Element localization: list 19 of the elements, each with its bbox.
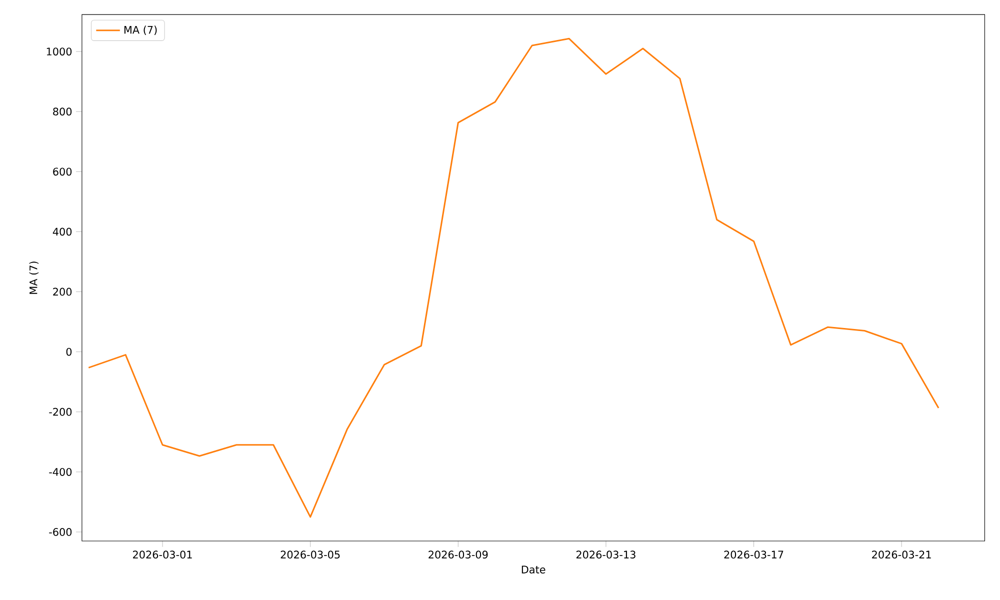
y-tick-label: -600: [49, 528, 72, 536]
x-tick-label: 2026-03-05: [280, 550, 340, 559]
y-tick-label: 1000: [46, 48, 72, 56]
y-tick-label: -200: [49, 408, 72, 416]
y-tick-label: 0: [66, 348, 72, 356]
legend-label: MA (7): [124, 26, 157, 35]
x-axis-title: Date: [522, 566, 546, 574]
y-tick-label: -400: [49, 468, 72, 476]
x-tick-label: 2026-03-09: [428, 550, 488, 559]
x-tick-label: 2026-03-17: [724, 550, 784, 559]
y-axis-title: MA (7): [29, 262, 39, 294]
x-tick-label: 2026-03-01: [133, 550, 192, 559]
x-tick-label: 2026-03-21: [872, 550, 931, 559]
y-tick-label: 600: [53, 168, 72, 176]
line-series: [88, 38, 940, 518]
x-tick-label: 2026-03-13: [576, 550, 636, 559]
y-tick-label: 800: [53, 108, 72, 116]
y-tick-label: 200: [53, 288, 72, 296]
y-tick-label: 400: [52, 228, 72, 236]
